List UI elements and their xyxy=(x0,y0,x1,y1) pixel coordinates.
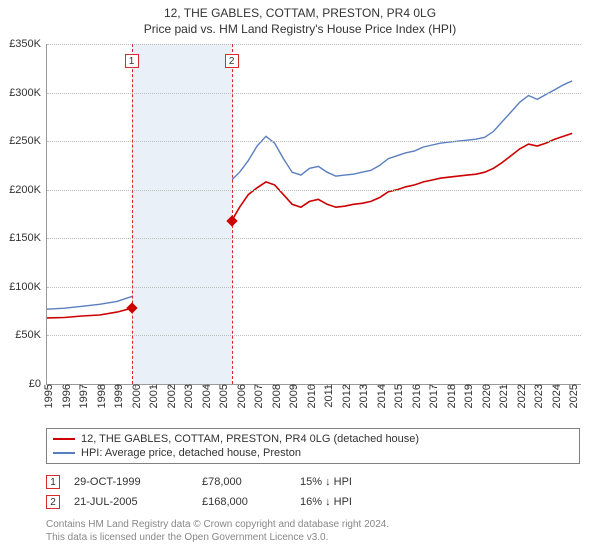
footer-line-1: Contains HM Land Registry data © Crown c… xyxy=(46,518,580,531)
sale-row-marker: 1 xyxy=(46,475,60,489)
gridline xyxy=(47,190,581,191)
x-axis-label: 1998 xyxy=(92,384,108,408)
legend-swatch-hpi xyxy=(53,452,75,454)
sale-row-price: £168,000 xyxy=(202,496,292,508)
x-axis-label: 2006 xyxy=(232,384,248,408)
y-axis-label: £250K xyxy=(9,135,41,147)
x-axis-label: 2022 xyxy=(512,384,528,408)
gridline xyxy=(47,141,581,142)
y-axis-label: £200K xyxy=(9,184,41,196)
sale-row-marker: 2 xyxy=(46,495,60,509)
y-axis-label: £150K xyxy=(9,232,41,244)
legend-and-footer: 12, THE GABLES, COTTAM, PRESTON, PR4 0LG… xyxy=(46,428,580,544)
x-axis-label: 2016 xyxy=(407,384,423,408)
x-axis-label: 1995 xyxy=(39,384,55,408)
x-axis-label: 2019 xyxy=(459,384,475,408)
x-axis-label: 2011 xyxy=(319,384,335,408)
footer-line-2: This data is licensed under the Open Gov… xyxy=(46,531,580,544)
y-axis-label: £300K xyxy=(9,87,41,99)
sale-vline xyxy=(232,44,233,384)
chart-title-main: 12, THE GABLES, COTTAM, PRESTON, PR4 0LG xyxy=(0,0,600,20)
legend-label-hpi: HPI: Average price, detached house, Pres… xyxy=(81,447,301,459)
x-axis-label: 1996 xyxy=(57,384,73,408)
legend-swatch-property xyxy=(53,438,75,440)
x-axis-label: 2015 xyxy=(389,384,405,408)
legend-frame: 12, THE GABLES, COTTAM, PRESTON, PR4 0LG… xyxy=(46,428,580,464)
x-axis-label: 2000 xyxy=(127,384,143,408)
gridline xyxy=(47,44,581,45)
series-line-property xyxy=(47,133,572,318)
chart-svg xyxy=(47,44,581,384)
x-axis-label: 2002 xyxy=(162,384,178,408)
legend-row-hpi: HPI: Average price, detached house, Pres… xyxy=(53,446,573,460)
sale-row-diff: 15% ↓ HPI xyxy=(300,476,420,488)
sale-row-date: 29-OCT-1999 xyxy=(68,476,194,488)
shaded-band xyxy=(132,44,232,384)
sale-row-diff: 16% ↓ HPI xyxy=(300,496,420,508)
sale-row-price: £78,000 xyxy=(202,476,292,488)
gridline xyxy=(47,287,581,288)
gridline xyxy=(47,335,581,336)
x-axis-label: 2024 xyxy=(547,384,563,408)
legend-row-property: 12, THE GABLES, COTTAM, PRESTON, PR4 0LG… xyxy=(53,432,573,446)
x-axis-label: 2003 xyxy=(179,384,195,408)
x-axis-label: 2007 xyxy=(249,384,265,408)
x-axis-label: 2025 xyxy=(564,384,580,408)
gridline xyxy=(47,238,581,239)
x-axis-label: 2010 xyxy=(302,384,318,408)
sale-row: 2 21-JUL-2005 £168,000 16% ↓ HPI xyxy=(46,492,580,512)
sale-row-date: 21-JUL-2005 xyxy=(68,496,194,508)
x-axis-label: 2004 xyxy=(197,384,213,408)
x-axis-label: 1999 xyxy=(109,384,125,408)
legend-label-property: 12, THE GABLES, COTTAM, PRESTON, PR4 0LG… xyxy=(81,433,419,445)
line-chart: £0£50K£100K£150K£200K£250K£300K£350K1995… xyxy=(46,44,581,385)
x-axis-label: 1997 xyxy=(74,384,90,408)
y-axis-label: £350K xyxy=(9,38,41,50)
y-axis-label: £50K xyxy=(15,329,41,341)
x-axis-label: 2023 xyxy=(529,384,545,408)
x-axis-label: 2008 xyxy=(267,384,283,408)
sale-row: 1 29-OCT-1999 £78,000 15% ↓ HPI xyxy=(46,472,580,492)
x-axis-label: 2009 xyxy=(284,384,300,408)
x-axis-label: 2020 xyxy=(477,384,493,408)
x-axis-label: 2018 xyxy=(442,384,458,408)
x-axis-label: 2014 xyxy=(372,384,388,408)
sale-vline xyxy=(132,44,133,384)
x-axis-label: 2001 xyxy=(144,384,160,408)
sale-marker-box: 1 xyxy=(125,54,139,68)
y-axis-label: £100K xyxy=(9,281,41,293)
x-axis-label: 2017 xyxy=(424,384,440,408)
footer-text: Contains HM Land Registry data © Crown c… xyxy=(46,518,580,544)
sale-marker-box: 2 xyxy=(225,54,239,68)
x-axis-label: 2021 xyxy=(494,384,510,408)
series-line-hpi xyxy=(47,81,572,309)
x-axis-label: 2005 xyxy=(214,384,230,408)
gridline xyxy=(47,93,581,94)
chart-title-sub: Price paid vs. HM Land Registry's House … xyxy=(0,20,600,40)
x-axis-label: 2012 xyxy=(337,384,353,408)
x-axis-label: 2013 xyxy=(354,384,370,408)
sale-rows: 1 29-OCT-1999 £78,000 15% ↓ HPI 2 21-JUL-2005… xyxy=(46,472,580,512)
